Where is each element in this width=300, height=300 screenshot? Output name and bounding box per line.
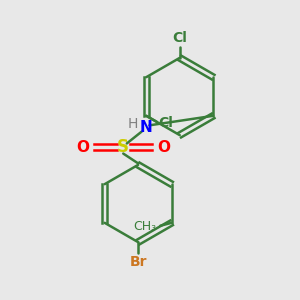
Text: Br: Br xyxy=(129,255,147,268)
Text: Cl: Cl xyxy=(172,32,187,45)
Text: S: S xyxy=(117,138,129,156)
Text: N: N xyxy=(139,120,152,135)
Text: Cl: Cl xyxy=(159,116,174,130)
Text: CH₃: CH₃ xyxy=(133,220,156,233)
Text: O: O xyxy=(158,140,170,154)
Text: H: H xyxy=(128,117,138,131)
Text: O: O xyxy=(76,140,89,154)
